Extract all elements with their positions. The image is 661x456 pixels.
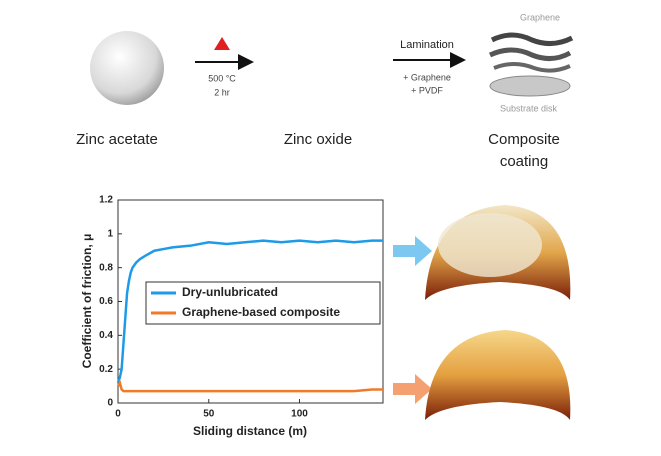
x-tick-label: 50 [203, 409, 215, 420]
y-tick-label: 0 [107, 398, 113, 409]
series-line [116, 379, 383, 393]
y-tick-label: 0.2 [99, 364, 113, 375]
legend-label: Dry-unlubricated [182, 285, 278, 299]
step-label: Composite [488, 131, 560, 148]
sphere [90, 31, 164, 105]
x-tick-label: 100 [291, 409, 308, 420]
coating-label: Graphene [520, 12, 560, 22]
y-tick-label: 0.8 [99, 262, 113, 273]
surface-image [425, 330, 571, 420]
y-tick-label: 1.2 [99, 195, 113, 206]
y-tick-label: 1 [107, 228, 113, 239]
step-label: Zinc oxide [284, 131, 352, 148]
step-label: Zinc acetate [76, 131, 158, 148]
arrow [393, 374, 432, 404]
condition: + Graphene [403, 72, 451, 82]
coating-icon [488, 32, 574, 97]
series-line [116, 239, 383, 384]
x-axis-label: Sliding distance (m) [193, 424, 307, 438]
condition: 2 hr [214, 87, 230, 97]
condition: + PVDF [411, 85, 443, 95]
step-label: coating [500, 153, 548, 170]
y-tick-label: 0.4 [99, 330, 113, 341]
legend-label: Graphene-based composite [182, 305, 340, 319]
wear-scar [438, 213, 542, 277]
condition: 500 °C [208, 73, 236, 83]
y-axis-label: Coefficient of friction, μ [80, 234, 94, 369]
x-tick-label: 0 [115, 409, 121, 420]
heat-icon [214, 37, 230, 50]
y-tick-label: 0.6 [99, 296, 113, 307]
coating-label: Substrate disk [500, 103, 558, 113]
legend-box [145, 281, 381, 325]
condition: Lamination [400, 39, 454, 51]
arrow [393, 236, 432, 266]
